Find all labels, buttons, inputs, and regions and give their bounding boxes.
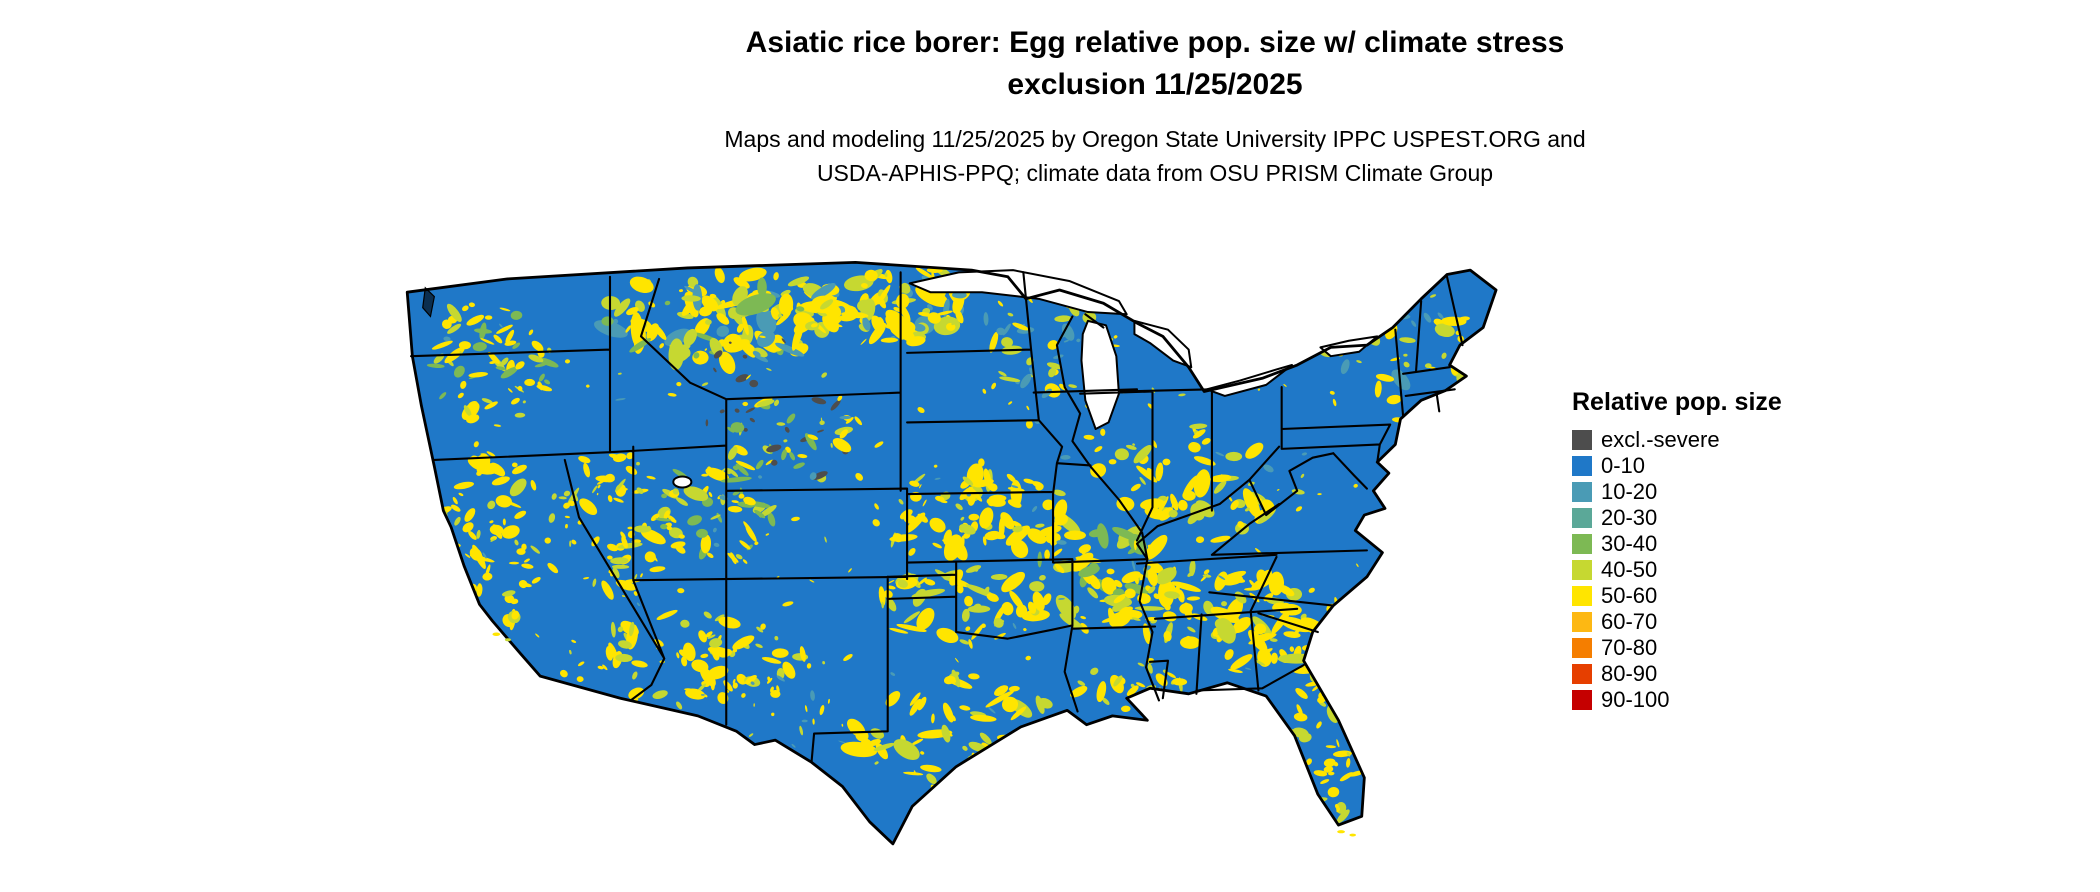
legend-title: Relative pop. size — [1572, 388, 1782, 416]
puget-sound-shape — [423, 288, 435, 317]
great-salt-lake-shape — [673, 476, 691, 487]
legend-swatch — [1572, 534, 1592, 554]
legend-entry: 0-10 — [1572, 453, 1872, 479]
lake-michigan-shape — [1081, 321, 1118, 429]
state-borders-south — [1137, 453, 1367, 700]
state-borders-midwest-northeast — [1034, 277, 1463, 559]
legend-label: 80-90 — [1601, 661, 1658, 686]
legend-label: excl.-severe — [1601, 427, 1720, 452]
legend-entry: 70-80 — [1572, 635, 1872, 661]
lake-huron-shape — [1134, 321, 1191, 367]
legend-label: 60-70 — [1601, 609, 1658, 634]
state-borders — [411, 272, 1462, 762]
legend-entry: 90-100 — [1572, 687, 1872, 713]
legend-swatch — [1572, 482, 1592, 502]
legend-swatch — [1572, 638, 1592, 658]
legend-entry: 30-40 — [1572, 531, 1872, 557]
legend-swatch — [1572, 560, 1592, 580]
legend-swatch — [1572, 586, 1592, 606]
florida-keys-speck — [1337, 830, 1345, 834]
conus-outline — [407, 262, 1496, 843]
map-legend: Relative pop. size excl.-severe 0-10 10-20… — [1572, 388, 1872, 713]
lake-superior-shape — [910, 270, 1127, 314]
great-lakes — [673, 270, 1377, 487]
legend-entry: 50-60 — [1572, 583, 1872, 609]
legend-label: 10-20 — [1601, 479, 1658, 504]
us-map-svg — [300, 226, 1540, 888]
legend-entry: excl.-severe — [1572, 427, 1872, 453]
legend-entries: excl.-severe 0-10 10-20 20-30 30-40 40-50 50-6… — [1572, 427, 1872, 713]
us-map — [300, 226, 1540, 888]
legend-label: 70-80 — [1601, 635, 1658, 660]
channel-island-speck — [504, 638, 512, 642]
legend-label: 50-60 — [1601, 583, 1658, 608]
legend-swatch — [1572, 612, 1592, 632]
channel-island-speck — [492, 632, 501, 636]
legend-swatch — [1572, 664, 1592, 684]
legend-swatch — [1572, 456, 1592, 476]
state-borders-plains — [888, 272, 1155, 711]
legend-entry: 20-30 — [1572, 505, 1872, 531]
florida-keys-speck — [1349, 833, 1357, 837]
legend-swatch — [1572, 430, 1592, 450]
map-title-line2: exclusion 11/25/2025 — [1007, 68, 1303, 101]
legend-label: 20-30 — [1601, 505, 1658, 530]
map-subtitle: Maps and modeling 11/25/2025 by Oregon S… — [210, 122, 2100, 190]
map-subtitle-line1: Maps and modeling 11/25/2025 by Oregon S… — [724, 126, 1586, 152]
legend-label: 90-100 — [1601, 687, 1670, 712]
legend-swatch — [1572, 508, 1592, 528]
legend-entry: 40-50 — [1572, 557, 1872, 583]
legend-label: 30-40 — [1601, 531, 1658, 556]
map-title: Asiatic rice borer: Egg relative pop. si… — [210, 22, 2100, 106]
legend-label: 40-50 — [1601, 557, 1658, 582]
map-title-line1: Asiatic rice borer: Egg relative pop. si… — [745, 26, 1565, 59]
state-borders-west — [411, 272, 907, 762]
legend-entry: 80-90 — [1572, 661, 1872, 687]
legend-swatch — [1572, 690, 1592, 710]
map-subtitle-line2: USDA-APHIS-PPQ; climate data from OSU PR… — [816, 160, 1494, 186]
legend-entry: 60-70 — [1572, 609, 1872, 635]
offshore-islands — [492, 632, 1357, 837]
legend-label: 0-10 — [1601, 453, 1646, 478]
legend-entry: 10-20 — [1572, 479, 1872, 505]
